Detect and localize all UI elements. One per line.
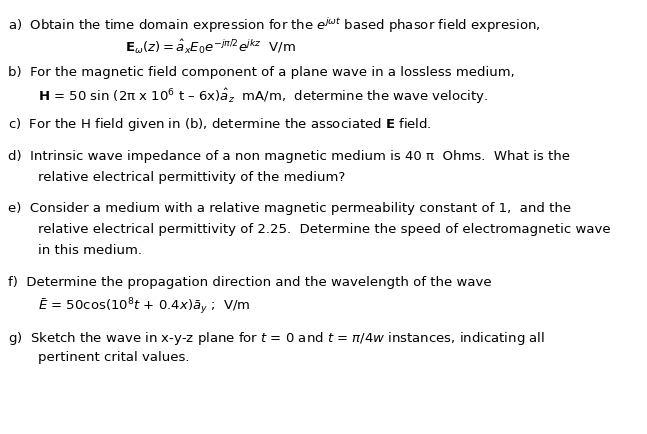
Text: g)  Sketch the wave in x-y-z plane for $t$ = 0 and $t$ = $\pi$/4$w$ instances, i: g) Sketch the wave in x-y-z plane for $t…: [8, 330, 545, 347]
Text: pertinent crital values.: pertinent crital values.: [38, 351, 190, 364]
Text: $\mathbf{H}$ = 50 sin (2π x 10$^6$ t – 6x)$\hat{a}_z$  mA/m,  determine the wave: $\mathbf{H}$ = 50 sin (2π x 10$^6$ t – 6…: [38, 87, 488, 106]
Text: a)  Obtain the time domain expression for the $e^{j\omega t}$ based phasor field: a) Obtain the time domain expression for…: [8, 16, 540, 35]
Text: relative electrical permittivity of 2.25.  Determine the speed of electromagneti: relative electrical permittivity of 2.25…: [38, 223, 611, 236]
Text: c)  For the H field given in (b), determine the associated $\mathbf{E}$ field.: c) For the H field given in (b), determi…: [8, 116, 432, 133]
Text: in this medium.: in this medium.: [38, 244, 142, 257]
Text: $\bar{E}$ = 50cos(10$^8$$t$ + 0.4$x$)$\bar{a}_y$ ;  V/m: $\bar{E}$ = 50cos(10$^8$$t$ + 0.4$x$)$\b…: [38, 297, 251, 317]
Text: d)  Intrinsic wave impedance of a non magnetic medium is 40 π  Ohms.  What is th: d) Intrinsic wave impedance of a non mag…: [8, 150, 570, 163]
Text: e)  Consider a medium with a relative magnetic permeability constant of 1,  and : e) Consider a medium with a relative mag…: [8, 202, 571, 215]
Text: b)  For the magnetic field component of a plane wave in a lossless medium,: b) For the magnetic field component of a…: [8, 66, 515, 79]
Text: f)  Determine the propagation direction and the wavelength of the wave: f) Determine the propagation direction a…: [8, 276, 492, 289]
Text: $\mathbf{E}_{\omega}(z) =\hat{a}_xE_0e^{-j\pi/2}e^{jkz}$  V/m: $\mathbf{E}_{\omega}(z) =\hat{a}_xE_0e^{…: [125, 38, 296, 56]
Text: relative electrical permittivity of the medium?: relative electrical permittivity of the …: [38, 171, 345, 184]
